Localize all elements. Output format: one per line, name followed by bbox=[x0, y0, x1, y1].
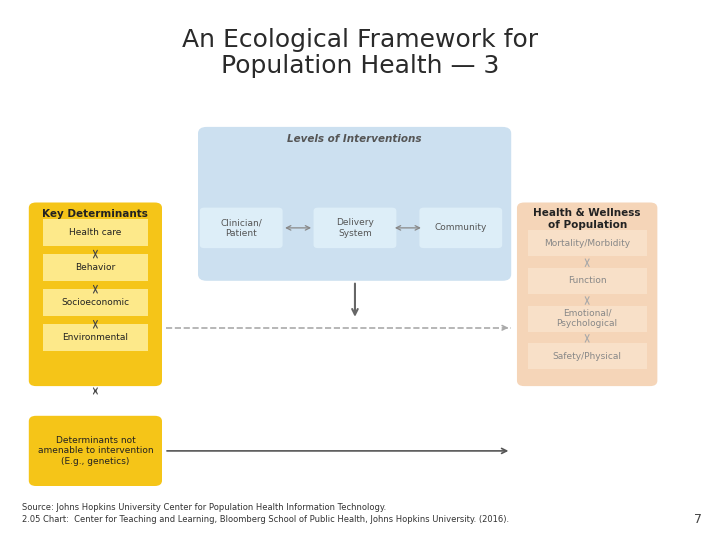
Text: Determinants not
amenable to intervention
(E.g., genetics): Determinants not amenable to interventio… bbox=[37, 436, 153, 466]
Bar bbox=[43, 219, 148, 246]
Text: Health care: Health care bbox=[69, 228, 122, 237]
Text: Levels of Interventions: Levels of Interventions bbox=[287, 134, 422, 144]
Text: Mortality/Morbidity: Mortality/Morbidity bbox=[544, 239, 630, 247]
Text: An Ecological Framework for: An Ecological Framework for bbox=[182, 29, 538, 52]
Text: Function: Function bbox=[568, 276, 606, 285]
Bar bbox=[528, 268, 647, 294]
FancyBboxPatch shape bbox=[198, 127, 511, 281]
Text: Population Health — 3: Population Health — 3 bbox=[221, 55, 499, 78]
Bar bbox=[528, 306, 647, 332]
Text: Key Determinants: Key Determinants bbox=[42, 210, 148, 219]
Bar bbox=[528, 343, 647, 369]
Text: Delivery
System: Delivery System bbox=[336, 218, 374, 238]
Text: Behavior: Behavior bbox=[76, 263, 115, 272]
Text: Community: Community bbox=[435, 224, 487, 232]
Text: Environmental: Environmental bbox=[63, 333, 128, 342]
FancyBboxPatch shape bbox=[29, 202, 162, 386]
Text: Clinician/
Patient: Clinician/ Patient bbox=[220, 218, 262, 238]
FancyBboxPatch shape bbox=[29, 416, 162, 486]
Bar bbox=[43, 289, 148, 316]
Text: 7: 7 bbox=[694, 513, 702, 526]
Text: Health & Wellness
of Population: Health & Wellness of Population bbox=[534, 208, 641, 230]
FancyBboxPatch shape bbox=[517, 202, 657, 386]
Text: Safety/Physical: Safety/Physical bbox=[553, 352, 621, 361]
Text: 2.05 Chart:  Center for Teaching and Learning, Bloomberg School of Public Health: 2.05 Chart: Center for Teaching and Lear… bbox=[22, 515, 509, 524]
FancyBboxPatch shape bbox=[200, 208, 283, 248]
Bar bbox=[43, 324, 148, 351]
Text: Source: Johns Hopkins University Center for Population Health Information Techno: Source: Johns Hopkins University Center … bbox=[22, 503, 386, 512]
Text: Socioeconomic: Socioeconomic bbox=[61, 298, 130, 307]
FancyBboxPatch shape bbox=[419, 208, 503, 248]
Text: Emotional/
Psychological: Emotional/ Psychological bbox=[557, 309, 618, 328]
Bar bbox=[43, 254, 148, 281]
Bar bbox=[528, 230, 647, 256]
FancyBboxPatch shape bbox=[314, 208, 396, 248]
